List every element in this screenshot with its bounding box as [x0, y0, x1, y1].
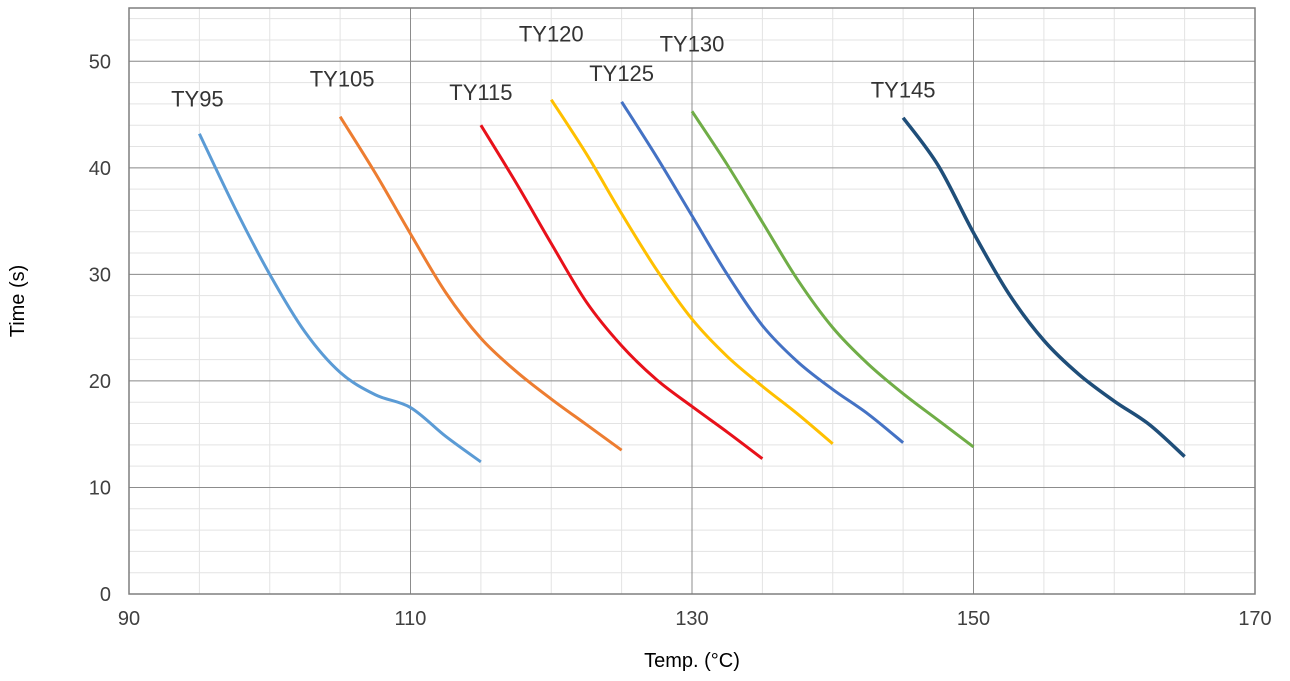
series-line-ty125 — [620, 100, 905, 444]
series-label-ty105: TY105 — [310, 67, 375, 92]
x-tick-label: 90 — [118, 608, 140, 630]
y-tick-label: 50 — [89, 51, 111, 73]
series-line-ty120 — [549, 98, 834, 445]
y-axis-title: Time (s) — [7, 265, 29, 338]
series-label-ty125: TY125 — [589, 61, 654, 86]
x-tick-labels: 90 110 130 150 170 — [118, 608, 1272, 630]
series-line-ty95 — [198, 133, 482, 464]
major-gridlines — [128, 8, 1256, 595]
y-tick-label: 10 — [89, 477, 111, 499]
series-line-ty115 — [479, 124, 764, 460]
y-tick-labels: 0 10 20 30 40 50 — [89, 51, 111, 606]
series-line-ty105 — [338, 115, 623, 452]
x-tick-label: 150 — [957, 608, 990, 630]
y-tick-label: 40 — [89, 158, 111, 180]
series-line-ty145 — [901, 116, 1186, 458]
x-tick-label: 170 — [1238, 608, 1271, 630]
series-label-ty145: TY145 — [871, 78, 936, 103]
series-label-ty95: TY95 — [171, 87, 224, 112]
series-label-ty115: TY115 — [449, 80, 512, 105]
y-tick-label: 30 — [89, 264, 111, 286]
x-tick-label: 130 — [675, 608, 708, 630]
y-tick-label: 20 — [89, 371, 111, 393]
x-axis-title: Temp. (°C) — [644, 650, 740, 672]
series-line-ty130 — [690, 110, 975, 449]
series-label-ty120: TY120 — [519, 22, 584, 47]
series-label-ty130: TY130 — [660, 31, 725, 56]
series-lines — [198, 98, 1186, 464]
y-tick-label: 0 — [100, 584, 111, 606]
x-tick-label: 110 — [395, 608, 427, 630]
plot-area-border — [128, 7, 1256, 595]
